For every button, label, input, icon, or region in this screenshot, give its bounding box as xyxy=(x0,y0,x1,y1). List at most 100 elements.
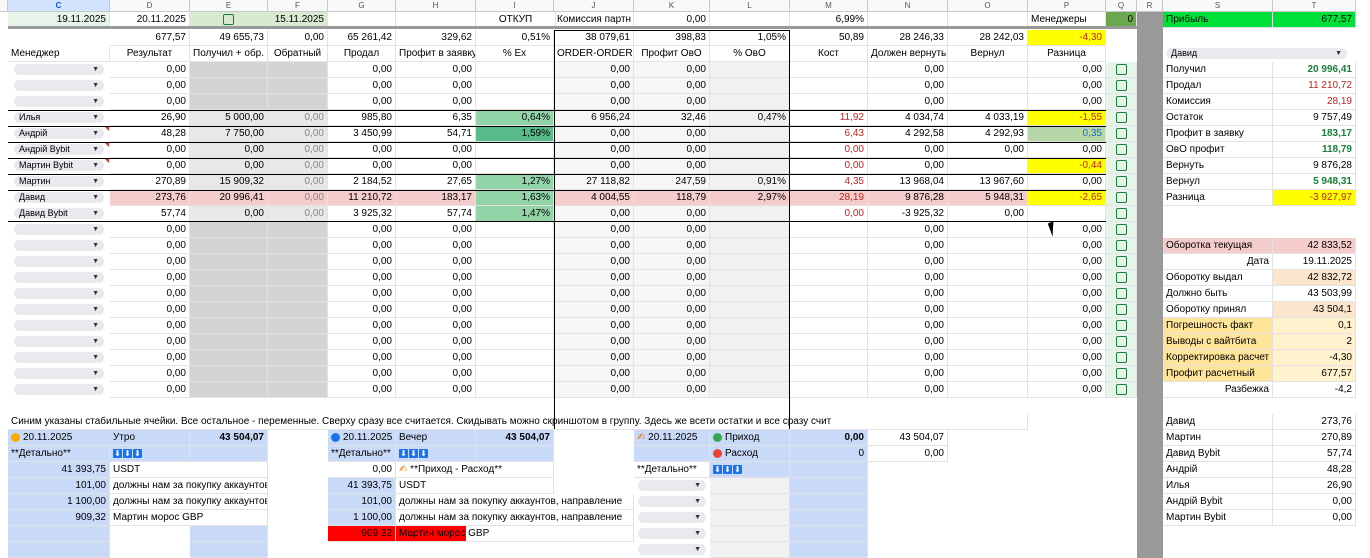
row-checkbox-cell[interactable] xyxy=(1106,366,1137,382)
column-header-T[interactable]: T xyxy=(1273,0,1356,12)
manager-dropdown[interactable]: Давид Bybit ▼ xyxy=(14,208,104,219)
cell-f[interactable]: 0,00 xyxy=(268,158,328,174)
cell-o[interactable]: 4 033,19 xyxy=(948,110,1028,126)
cell-p[interactable]: 0,00 xyxy=(1028,94,1106,110)
cell-d[interactable]: 0,00 xyxy=(110,78,190,94)
total-f[interactable]: 0,00 xyxy=(268,30,328,46)
summary-value[interactable]: 28,19 xyxy=(1273,94,1356,110)
cell-h[interactable]: 0,00 xyxy=(396,222,476,238)
manager-dropdown[interactable]: Андрій ▼ xyxy=(14,128,104,139)
cell-n[interactable]: 0,00 xyxy=(868,94,948,110)
cell-i[interactable] xyxy=(476,350,554,366)
turnover-value[interactable]: 42 832,72 xyxy=(1273,270,1356,286)
cell-p[interactable]: -0,44 xyxy=(1028,158,1106,174)
manager-dropdown[interactable]: ▼ xyxy=(14,80,104,91)
cell-m[interactable]: 6,43 xyxy=(790,126,868,142)
morning-total[interactable]: 43 504,07 xyxy=(190,430,268,446)
cell-h[interactable]: 0,00 xyxy=(396,334,476,350)
morning-label[interactable]: Утро xyxy=(110,430,190,446)
cell-d[interactable]: 57,74 xyxy=(110,206,190,222)
cell-l[interactable] xyxy=(710,158,790,174)
cell-h[interactable]: 27,65 xyxy=(396,174,476,190)
row-checkbox-cell[interactable] xyxy=(1106,302,1137,318)
checkbox[interactable] xyxy=(1115,79,1127,91)
cell-d[interactable]: 0,00 xyxy=(110,238,190,254)
checkbox[interactable] xyxy=(1115,383,1127,395)
down-arrow-icon[interactable]: ⬇ xyxy=(419,448,428,458)
down-arrow-icon[interactable]: ⬇ xyxy=(723,464,732,474)
cell-o[interactable] xyxy=(948,222,1028,238)
cell-f[interactable]: 0,00 xyxy=(268,110,328,126)
cell-f[interactable] xyxy=(268,286,328,302)
cell-e[interactable] xyxy=(190,270,268,286)
turnover-value[interactable]: 42 833,52 xyxy=(1273,238,1356,254)
cell-i[interactable] xyxy=(476,62,554,78)
cell-e[interactable] xyxy=(190,382,268,398)
column-header-H[interactable]: H xyxy=(396,0,476,12)
turnover-value[interactable]: 677,57 xyxy=(1273,366,1356,382)
cell-j[interactable]: 0,00 xyxy=(554,94,634,110)
manager-dropdown[interactable]: Давид ▼ xyxy=(14,192,104,203)
row-checkbox-cell[interactable] xyxy=(1106,286,1137,302)
cell-k[interactable]: 0,00 xyxy=(634,222,710,238)
manager-dropdown[interactable]: Илья ▼ xyxy=(14,112,104,123)
checkbox[interactable] xyxy=(1115,63,1127,75)
cell-p[interactable]: 0,00 xyxy=(1028,286,1106,302)
empty-cell[interactable] xyxy=(634,446,710,462)
summary-value[interactable]: 11 210,72 xyxy=(1273,78,1356,94)
cell-o[interactable] xyxy=(948,302,1028,318)
cell-j[interactable]: 0,00 xyxy=(554,382,634,398)
cell-i[interactable]: 1,27% xyxy=(476,174,554,190)
total-o[interactable]: 28 242,03 xyxy=(948,30,1028,46)
total-j[interactable]: 38 079,61 xyxy=(554,30,634,46)
row-checkbox-cell[interactable] xyxy=(1106,254,1137,270)
column-header-S[interactable]: S xyxy=(1163,0,1273,12)
cell-j[interactable]: 0,00 xyxy=(554,318,634,334)
cell-m[interactable] xyxy=(790,286,868,302)
manager-dropdown[interactable]: Андрій Bybit ▼ xyxy=(14,144,104,155)
total-i[interactable]: 0,51% xyxy=(476,30,554,46)
manager-dropdown[interactable]: Мартин ▼ xyxy=(14,176,104,187)
cell-f[interactable] xyxy=(268,94,328,110)
summary-value[interactable]: 5 948,31 xyxy=(1273,174,1356,190)
manager-dropdown[interactable]: ▼ xyxy=(14,288,104,299)
evening-usdt-value[interactable]: 41 393,75 xyxy=(328,478,396,494)
cell-g[interactable]: 0,00 xyxy=(328,382,396,398)
column-header-G[interactable]: G xyxy=(328,0,396,12)
summary-value[interactable]: 20 996,41 xyxy=(1273,62,1356,78)
cell-d[interactable]: 0,00 xyxy=(110,382,190,398)
empty-cell[interactable] xyxy=(190,446,268,462)
summary-value[interactable]: 118,79 xyxy=(1273,142,1356,158)
cell-d[interactable]: 0,00 xyxy=(110,142,190,158)
cell-d[interactable]: 0,00 xyxy=(110,302,190,318)
cell-m[interactable] xyxy=(790,94,868,110)
cell-l[interactable] xyxy=(710,78,790,94)
empty-cell[interactable] xyxy=(790,510,868,526)
cell-p[interactable]: 0,00 xyxy=(1028,62,1106,78)
cell-h[interactable]: 0,00 xyxy=(396,286,476,302)
cell-h[interactable]: 0,00 xyxy=(396,158,476,174)
cell-n[interactable]: 0,00 xyxy=(868,158,948,174)
morning-line-text[interactable]: Мартин морос GBP xyxy=(110,510,268,526)
checkbox[interactable] xyxy=(1115,143,1127,155)
cell-f[interactable] xyxy=(268,270,328,286)
down-arrow-icon[interactable]: ⬇ xyxy=(713,464,722,474)
cell-g[interactable]: 0,00 xyxy=(328,350,396,366)
result-value[interactable]: 57,74 xyxy=(1273,446,1356,462)
cell-d[interactable]: 0,00 xyxy=(110,366,190,382)
checkbox[interactable] xyxy=(1115,255,1127,267)
cell-k[interactable]: 0,00 xyxy=(634,334,710,350)
cell-d[interactable]: 0,00 xyxy=(110,94,190,110)
total-p[interactable]: -4,30 xyxy=(1028,30,1106,46)
cell-d[interactable]: 0,00 xyxy=(110,222,190,238)
row-checkbox-cell[interactable] xyxy=(1106,158,1137,174)
cell-m[interactable] xyxy=(790,334,868,350)
empty-cell[interactable] xyxy=(790,478,868,494)
cell-p[interactable]: 0,00 xyxy=(1028,254,1106,270)
result-value[interactable]: 48,28 xyxy=(1273,462,1356,478)
empty-cell[interactable] xyxy=(790,462,868,478)
cell-i[interactable] xyxy=(476,254,554,270)
cell-i[interactable]: 1,47% xyxy=(476,206,554,222)
cell-e[interactable]: 5 000,00 xyxy=(190,110,268,126)
cell-f[interactable]: 0,00 xyxy=(268,206,328,222)
